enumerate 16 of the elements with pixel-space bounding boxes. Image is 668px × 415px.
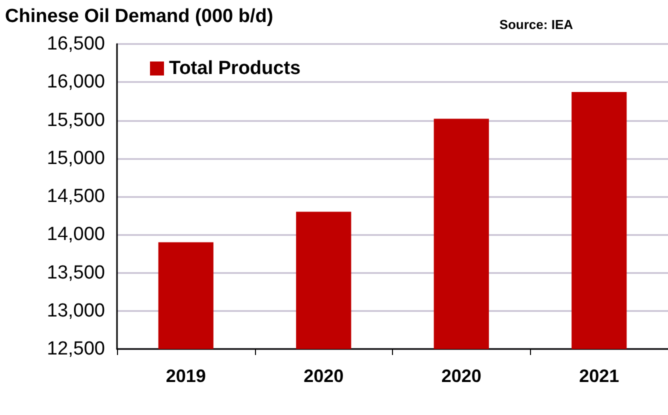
legend-label: Total Products (169, 58, 301, 79)
x-tick-label: 2020 (304, 366, 344, 386)
x-tick-label: 2021 (579, 366, 620, 386)
chart-title: Chinese Oil Demand (000 b/d) (5, 6, 274, 27)
y-tick-label: 13,000 (46, 300, 105, 322)
y-tick-label: 13,500 (46, 262, 105, 284)
y-tick-label: 16,000 (46, 72, 105, 93)
y-tick-label: 12,500 (46, 338, 105, 360)
x-tick-label: 2020 (441, 366, 482, 386)
y-tick-label: 14,000 (46, 224, 105, 246)
y-tick-label: 14,500 (46, 186, 105, 207)
y-tick-label: 15,500 (46, 110, 105, 131)
y-tick-label: 15,000 (46, 148, 105, 169)
source-note: Source: IEA (499, 17, 574, 32)
y-tick-label: 16,500 (46, 34, 105, 54)
x-tick-label: 2019 (166, 366, 206, 386)
